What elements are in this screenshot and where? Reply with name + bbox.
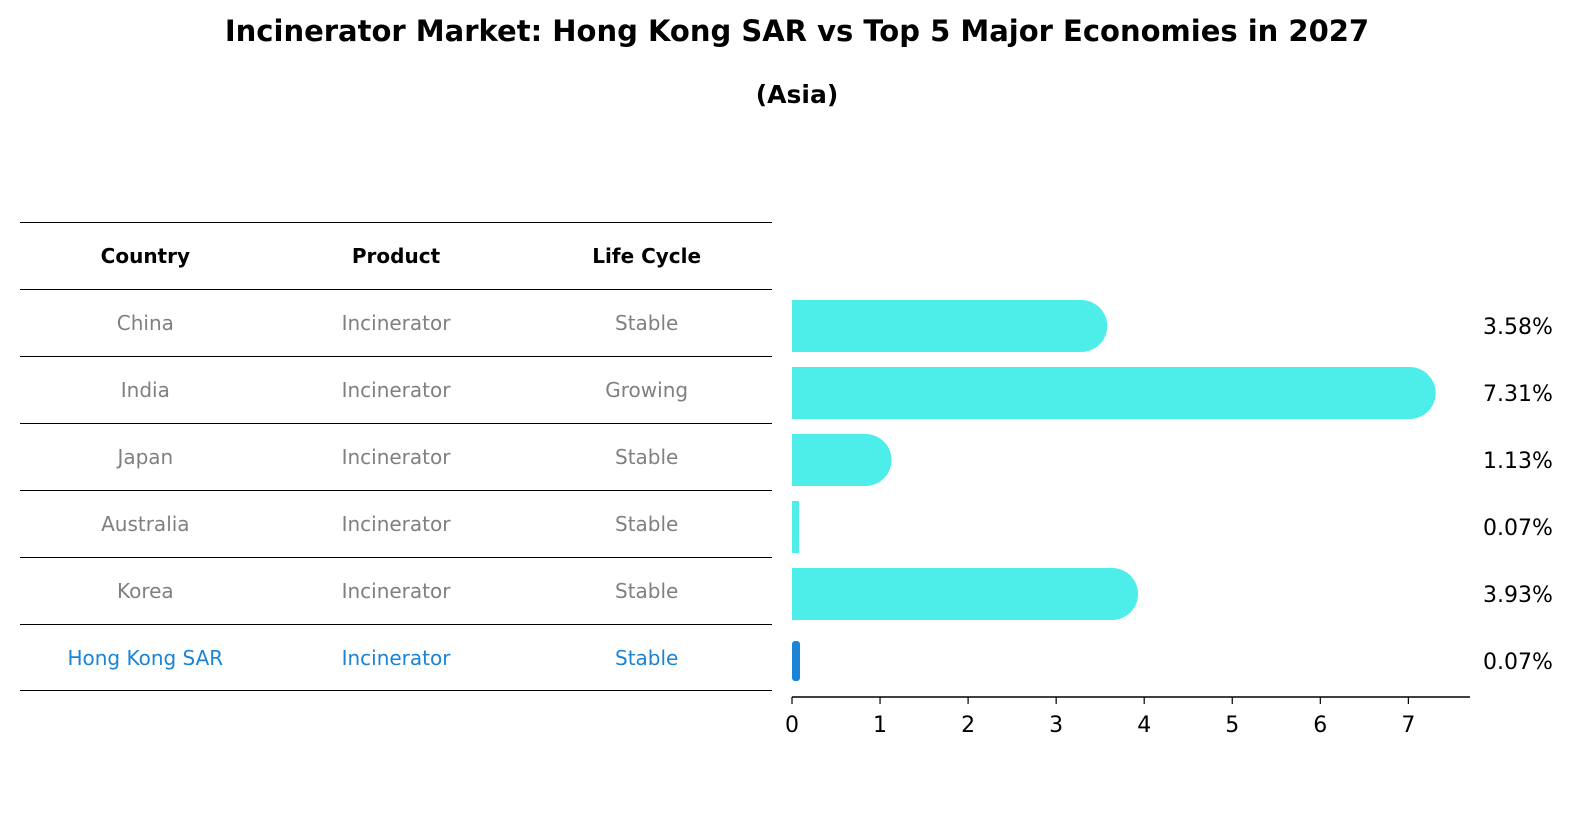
cell-country: Hong Kong SAR	[67, 645, 224, 670]
bar-korea	[792, 568, 1139, 620]
table-header-row: Country Product Life Cycle	[20, 222, 772, 289]
chart-subtitle: (Asia)	[755, 80, 839, 109]
x-tick-label: 5	[1225, 713, 1239, 738]
cell-product: Incinerator	[341, 512, 451, 536]
x-tick-label: 4	[1137, 713, 1151, 738]
cell-country: China	[116, 311, 174, 335]
cell-life-cycle: Stable	[615, 645, 679, 670]
bar-japan	[792, 434, 892, 486]
table-row: Australia Incinerator Stable	[20, 490, 772, 557]
value-label: 1.13%	[1483, 449, 1553, 474]
table-row: Japan Incinerator Stable	[20, 423, 772, 490]
cell-product: Incinerator	[341, 445, 451, 469]
cell-life-cycle: Growing	[605, 378, 689, 402]
cell-life-cycle: Stable	[615, 579, 679, 603]
cell-product: Incinerator	[341, 579, 451, 603]
header-product: Product	[351, 244, 441, 268]
x-tick-label: 0	[785, 713, 799, 738]
table-row: India Incinerator Growing	[20, 356, 772, 423]
cell-product: Incinerator	[341, 311, 451, 335]
value-label: 3.58%	[1483, 315, 1553, 340]
bar-australia	[792, 501, 799, 553]
x-tick-label: 1	[873, 713, 887, 738]
table-row: Korea Incinerator Stable	[20, 557, 772, 624]
x-tick-label: 3	[1049, 713, 1063, 738]
cell-life-cycle: Stable	[615, 445, 679, 469]
value-label: 0.07%	[1483, 650, 1553, 675]
value-label: 3.93%	[1483, 583, 1553, 608]
bar-hong-kong-sar	[792, 641, 800, 681]
country-table: Country Product Life Cycle China Inciner…	[20, 222, 772, 691]
cell-country: Australia	[101, 512, 190, 536]
x-tick-label: 2	[961, 713, 975, 738]
chart-title: Incinerator Market: Hong Kong SAR vs Top…	[224, 14, 1370, 48]
cell-country: India	[120, 378, 170, 402]
header-country: Country	[100, 244, 191, 268]
value-label: 0.07%	[1483, 516, 1553, 541]
x-tick-label: 7	[1401, 713, 1415, 738]
x-tick-label: 6	[1313, 713, 1327, 738]
cell-product: Incinerator	[341, 645, 451, 670]
cell-life-cycle: Stable	[615, 311, 679, 335]
header-life-cycle: Life Cycle	[592, 244, 702, 268]
cell-product: Incinerator	[341, 378, 451, 402]
table-row-highlight: Hong Kong SAR Incinerator Stable	[20, 624, 772, 691]
value-label: 7.31%	[1483, 382, 1553, 407]
cell-country: Korea	[116, 579, 174, 603]
bar-india	[792, 367, 1436, 419]
cell-country: Japan	[117, 445, 174, 469]
cell-life-cycle: Stable	[615, 512, 679, 536]
table-row: China Incinerator Stable	[20, 289, 772, 356]
bar-china	[792, 300, 1108, 352]
